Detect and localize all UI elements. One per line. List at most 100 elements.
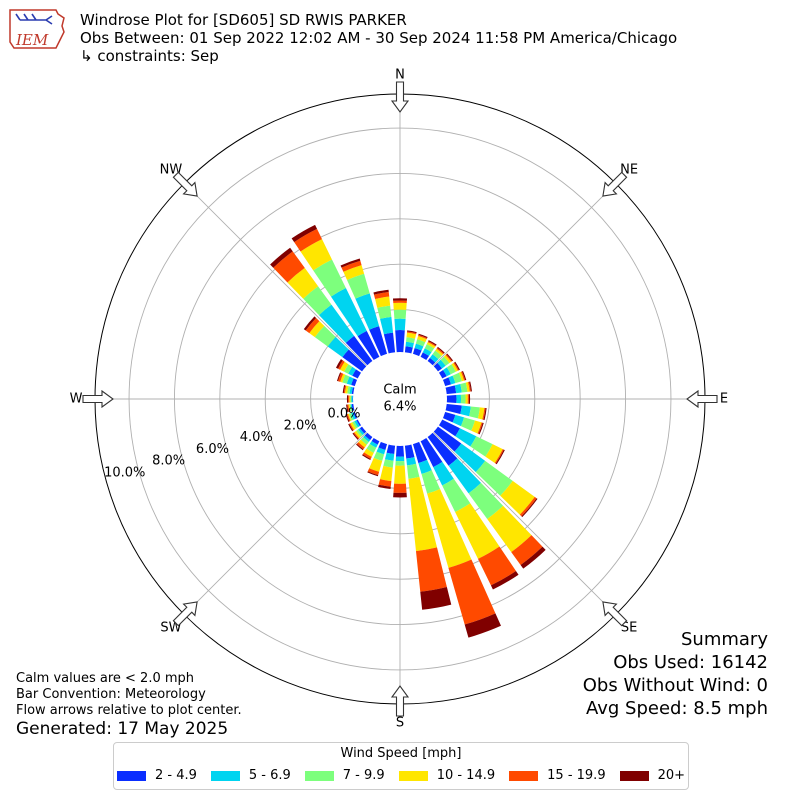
windrose-bar-segment [369, 441, 378, 448]
windrose-bar-segment [482, 407, 486, 420]
legend-items: 2 - 4.9 5 - 6.9 7 - 9.9 10 - 14.9 15 - 19.9 2… [114, 768, 688, 783]
windrose-bar-segment [446, 364, 456, 375]
windrose-bar-segment [357, 428, 365, 436]
windrose-bar-segment [352, 432, 359, 440]
windrose-bar-segment [500, 480, 535, 515]
windrose-bar-segment [406, 457, 417, 466]
windrose-bar-segment [460, 382, 468, 393]
windrose-bar-segment [405, 341, 414, 348]
windrose-bar-segment [428, 340, 437, 346]
windrose-bar-segment [348, 395, 350, 403]
windrose-bar-segment [350, 404, 353, 412]
windrose-bar-segment [352, 421, 358, 429]
windrose-bar-segment [303, 286, 332, 316]
windrose-bar-segment [407, 330, 417, 334]
windrose-bar-segment [327, 336, 349, 358]
windrose-bar-segment [367, 471, 379, 477]
windrose-bar-segment [384, 452, 395, 461]
windrose-bar-segment [468, 381, 471, 392]
windrose-bar-segment [446, 353, 454, 362]
windrose-bar-segment [355, 293, 380, 330]
windrose-bar-segment [433, 461, 454, 486]
windrose-bar-segment [393, 300, 407, 304]
compass-label-n: N [395, 68, 405, 83]
windrose-bar-segment [347, 404, 350, 412]
legend-swatch [509, 770, 539, 781]
radial-tick-label: 6.0% [196, 442, 229, 457]
windrose-bar-segment [521, 498, 538, 518]
windrose-bar-segment [414, 343, 424, 351]
windrose-bar-segment [460, 394, 466, 404]
windrose-bar-segment [375, 296, 391, 308]
windrose-bar-segment [448, 375, 456, 385]
radial-tick-label: 8.0% [152, 454, 185, 469]
windrose-bar-segment [346, 413, 351, 422]
legend-title: Wind Speed [mph] [340, 746, 462, 761]
windrose-bar-segment [351, 412, 356, 420]
windrose-bar-segment [487, 505, 532, 553]
windrose-bar-segment [422, 348, 432, 356]
windrose-bar-segment [343, 385, 347, 394]
windrose-bar-segment [287, 267, 319, 299]
windrose-bar-segment [460, 417, 476, 431]
windrose-bar-segment [343, 265, 365, 281]
calm-value: 6.4% [383, 400, 416, 415]
legend-label: 20+ [657, 768, 686, 783]
windrose-bar-segment [270, 247, 293, 268]
windrose-bar-segment [478, 422, 484, 435]
windrose-bars [270, 224, 546, 638]
windrose-bar-segment [465, 394, 468, 404]
windrose-bar-segment [494, 449, 504, 464]
windrose-bar-segment [340, 258, 361, 268]
windrose-bar-segment [442, 478, 471, 512]
windrose-bar-segment [344, 364, 353, 374]
windrose-bar-segment [348, 366, 356, 376]
windrose-bar-segment [469, 406, 480, 419]
windrose-bar-segment [394, 318, 406, 331]
windrose-bar-segment [294, 228, 323, 252]
summary-title: Summary [681, 629, 768, 650]
windrose-bar-segment [460, 405, 471, 417]
windrose-bar-segment [471, 420, 482, 434]
windrose-bar-segment [454, 443, 486, 473]
windrose-bar-segment [349, 395, 351, 403]
windrose-bar-segment [354, 420, 360, 428]
windrose-bar-segment [406, 463, 420, 479]
windrose-bar-segment [427, 488, 472, 568]
windrose-bar-segment [468, 394, 471, 404]
windrose-bar-segment [511, 535, 543, 565]
windrose-bar-segment [345, 414, 350, 422]
windrose-bar-segment [455, 503, 500, 559]
windrose-bar-segment [366, 443, 377, 453]
summary-obs-used: Obs Used: 16142 [613, 652, 768, 673]
flow-arrow-icon [602, 171, 628, 197]
windrose-bar-segment [347, 386, 351, 394]
chart-title: Windrose Plot for [SD605] SD RWIS PARKER [80, 11, 407, 29]
windrose-bar-segment [342, 349, 369, 374]
windrose-bar-segment [380, 316, 394, 335]
windrose-bar-segment [291, 224, 318, 243]
legend-label: 15 - 19.9 [547, 768, 606, 783]
legend-label: 10 - 14.9 [436, 768, 496, 783]
windrose-bar-segment [314, 325, 336, 347]
legend-swatch [398, 770, 428, 781]
windrose-bar-segment [367, 468, 380, 476]
windrose-bar-segment [350, 395, 352, 403]
chart-subtitle: Obs Between: 01 Sep 2022 12:02 AM - 30 S… [80, 29, 678, 47]
windrose-bar-segment [520, 546, 546, 569]
calm-label: Calm [383, 383, 416, 398]
windrose-bar-segment [477, 407, 485, 420]
windrose-bar-segment [451, 362, 458, 372]
windrose-bar-segment [393, 309, 407, 319]
windrose-bar-segment [393, 492, 407, 498]
legend-item: 20+ [619, 768, 686, 783]
windrose-bar-segment [418, 334, 428, 340]
windrose-bar-segment [464, 613, 501, 638]
windrose-bar-segment [273, 251, 305, 283]
windrose-bar-segment [378, 484, 391, 490]
grid-spoke [430, 429, 616, 615]
chart-constraints: ↳ constraints: Sep [80, 47, 219, 65]
windrose-bar-segment [335, 359, 343, 369]
windrose-bar-segment [346, 376, 354, 385]
